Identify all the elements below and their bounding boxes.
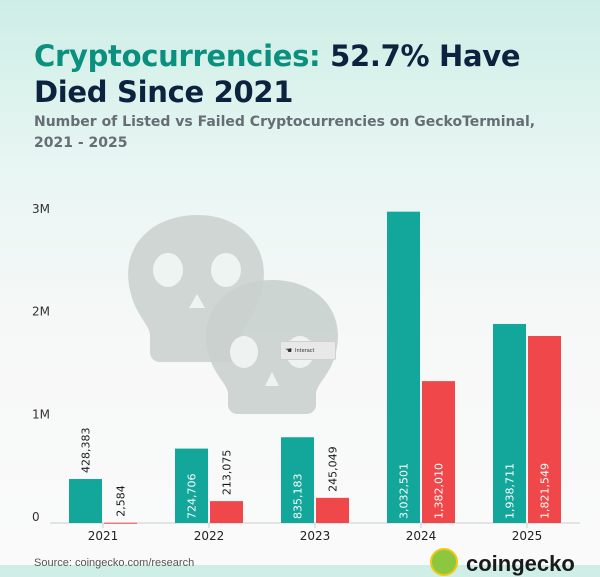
chart-subtitle: Number of Listed vs Failed Cryptocurrenc…	[34, 114, 536, 151]
listed-bar	[69, 479, 102, 523]
source-note: Source: coingecko.com/research	[34, 557, 195, 569]
hand-pointer-icon: ☚	[285, 346, 293, 355]
x-tick-label: 2022	[194, 529, 225, 543]
x-tick-label: 2025	[512, 529, 543, 543]
bar-value-label: 245,049	[327, 446, 340, 492]
failed-bar	[422, 381, 455, 523]
bar-value-label: 1,382,010	[433, 463, 446, 519]
x-tick-label: 2021	[88, 529, 119, 543]
y-tick-label: 3M	[32, 202, 50, 216]
brand-name: coingecko	[466, 551, 575, 576]
title-rest: 52.7% Have Died Since 2021	[34, 39, 521, 109]
interact-label: Interact	[295, 347, 315, 354]
x-tick-label: 2024	[406, 529, 437, 543]
bar-value-label: 1,938,711	[504, 463, 517, 519]
listed-bar	[281, 437, 314, 523]
failed-bar	[210, 501, 243, 523]
title-accent: Cryptocurrencies:	[34, 39, 321, 73]
listed-bar	[175, 448, 208, 523]
bar-value-label: 835,183	[292, 474, 305, 520]
bar-chart: 0 1M 2M 3M 2021 2022 2023 2024 2025 428,383 2,584…	[32, 202, 580, 543]
bar-value-label: 3,032,501	[398, 463, 411, 519]
failed-bar	[104, 522, 137, 524]
chart-title: Cryptocurrencies: 52.7% Have Died Since …	[34, 38, 594, 110]
y-tick-label: 0	[32, 510, 40, 524]
x-tick-label: 2023	[300, 529, 331, 543]
bar-value-label: 428,383	[80, 428, 93, 474]
listed-bar	[387, 211, 420, 524]
bar-value-label: 1,821,549	[539, 463, 552, 519]
listed-bar	[493, 323, 526, 523]
failed-bar	[528, 335, 561, 523]
bar-value-label: 2,584	[115, 485, 128, 517]
brand: coingecko	[430, 548, 575, 576]
bar-value-label: 724,706	[186, 474, 199, 520]
y-tick-label: 2M	[32, 305, 50, 319]
failed-bar	[316, 497, 349, 523]
y-tick-label: 1M	[32, 407, 50, 421]
interact-button[interactable]: ☚ Interact	[280, 341, 336, 360]
bar-value-label: 213,075	[221, 450, 234, 496]
gecko-logo-icon	[430, 548, 458, 576]
